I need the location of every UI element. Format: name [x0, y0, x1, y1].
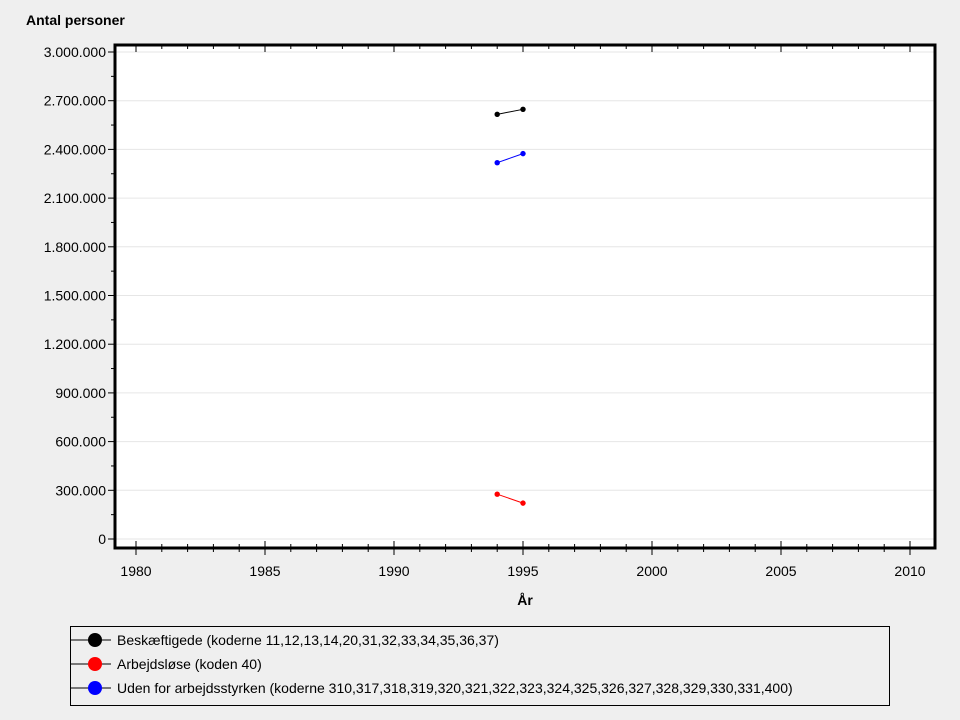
y-tick-label: 1.500.000 — [44, 288, 106, 304]
legend-label: Beskæftigede (koderne 11,12,13,14,20,31,… — [117, 632, 499, 648]
data-point — [520, 500, 526, 506]
legend-item: Arbejdsløse (koden 40) — [71, 653, 262, 675]
x-tick-label: 1995 — [507, 563, 538, 579]
x-tick-label: 1990 — [378, 563, 409, 579]
y-tick-label: 600.000 — [55, 434, 106, 450]
y-tick-label: 2.700.000 — [44, 93, 106, 109]
x-tick-label: 1980 — [120, 563, 151, 579]
legend-marker-icon — [71, 657, 111, 671]
y-tick-label: 2.100.000 — [44, 190, 106, 206]
x-tick-label: 2000 — [636, 563, 667, 579]
y-tick-label: 300.000 — [55, 482, 106, 498]
data-point — [520, 106, 526, 113]
data-point — [494, 111, 500, 118]
series-line — [497, 493, 524, 504]
series-1 — [494, 491, 526, 506]
legend-marker-icon — [71, 681, 111, 695]
series-line — [497, 108, 524, 115]
legend-label: Arbejdsløse (koden 40) — [117, 656, 262, 672]
x-tick-label: 2010 — [894, 563, 925, 579]
x-axis-title: År — [517, 592, 533, 608]
legend-label: Uden for arbejdsstyrken (koderne 310,317… — [117, 680, 793, 696]
y-tick-label: 0 — [98, 531, 106, 547]
y-tick-label: 2.400.000 — [44, 141, 106, 157]
line-chart: 0 300.000 600.000 900.000 1.200.000 1.500.000… — [44, 43, 937, 579]
y-tick-label: 900.000 — [55, 385, 106, 401]
plot-area — [115, 45, 935, 548]
x-tick-label: 1985 — [249, 563, 280, 579]
x-tick-label: 2005 — [765, 563, 796, 579]
legend-item: Uden for arbejdsstyrken (koderne 310,317… — [71, 677, 793, 699]
legend-item: Beskæftigede (koderne 11,12,13,14,20,31,… — [71, 629, 499, 651]
y-tick-label: 1.200.000 — [44, 336, 106, 352]
y-axis-title: Antal personer — [26, 12, 125, 28]
legend: Beskæftigede (koderne 11,12,13,14,20,31,… — [70, 626, 890, 706]
series-2 — [494, 150, 526, 166]
legend-marker-icon — [71, 633, 111, 647]
y-tick-label: 3.000.000 — [44, 44, 106, 60]
data-point — [520, 150, 526, 157]
y-tick-label: 1.800.000 — [44, 239, 106, 255]
plot-border — [113, 43, 937, 550]
data-point — [494, 491, 500, 497]
series-0 — [494, 106, 526, 118]
series-line — [497, 153, 524, 164]
data-point — [494, 160, 500, 166]
